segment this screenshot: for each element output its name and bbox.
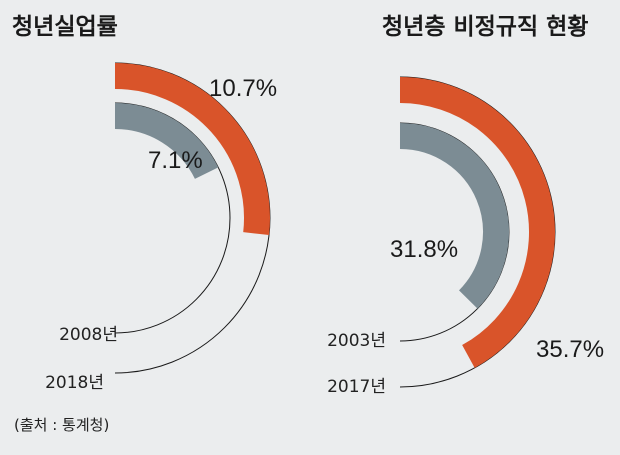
year-label-2008: 2008년 bbox=[59, 325, 118, 345]
data-label-2018: 10.7% bbox=[209, 75, 277, 102]
chart-title: 청년실업률 bbox=[12, 14, 118, 40]
data-label-2003: 31.8% bbox=[390, 236, 458, 263]
arc-2018 bbox=[114, 63, 270, 235]
year-label-2003: 2003년 bbox=[327, 331, 386, 351]
arc-2017 bbox=[399, 77, 555, 368]
chart-title: 청년층 비정규직 현황 bbox=[382, 14, 588, 40]
chart-youth-nonregular-employment: 청년층 비정규직 현황 31.8% 35.7% 2003년 2017년 bbox=[327, 14, 604, 397]
arc-2008 bbox=[114, 103, 219, 180]
arc-2003 bbox=[399, 123, 509, 309]
source-note: (출처 : 통계청) bbox=[14, 416, 109, 434]
year-label-2018: 2018년 bbox=[45, 373, 104, 393]
data-label-2008: 7.1% bbox=[148, 147, 203, 174]
data-label-2017: 35.7% bbox=[536, 336, 604, 363]
chart-youth-unemployment: 청년실업률 10.7% 7.1% 2008년 2018년 bbox=[12, 14, 277, 393]
year-label-2017: 2017년 bbox=[327, 377, 386, 397]
